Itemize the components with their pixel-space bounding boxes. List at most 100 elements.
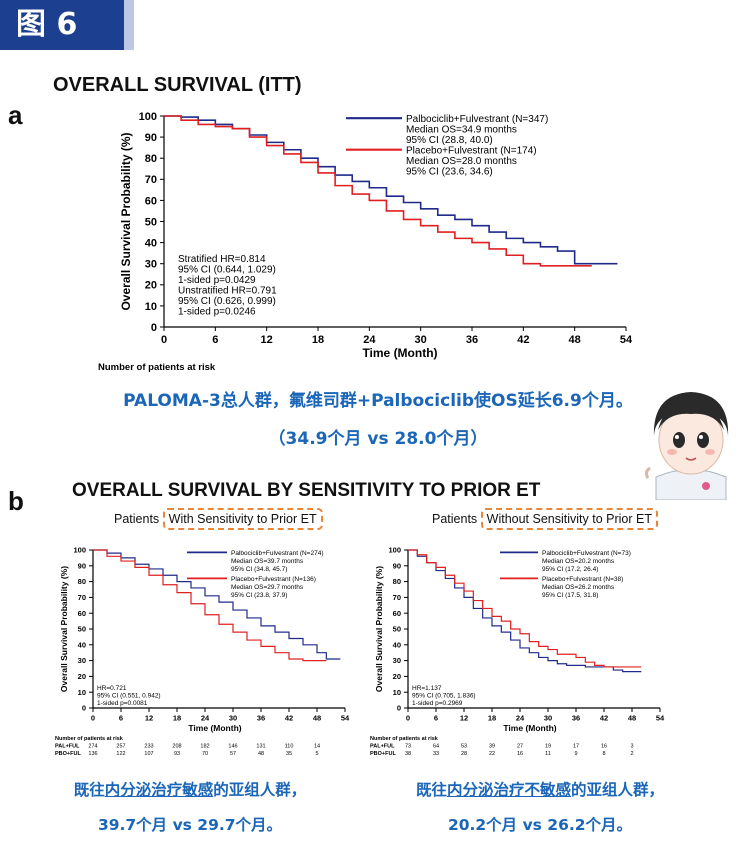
legend-text: Palbociclib+Fulvestrant (N=274) — [231, 550, 324, 557]
y-tick-label: 30 — [393, 656, 401, 665]
x-tick-label: 0 — [91, 714, 95, 723]
risk-row-value: 136 — [88, 751, 97, 757]
risk-row-value: 16 — [517, 751, 523, 757]
risk-row-value: 53 — [461, 744, 467, 750]
risk-row-value: 73 — [405, 744, 411, 750]
risk-row-value: 93 — [174, 751, 180, 757]
x-tick-label: 36 — [466, 334, 478, 346]
x-tick-label: 42 — [600, 714, 608, 723]
risk-row-value: 11 — [545, 751, 551, 757]
x-tick-label: 42 — [517, 334, 529, 346]
risk-row-value: 274 — [88, 744, 97, 750]
y-tick-label: 80 — [145, 153, 157, 165]
section-a-caption-line2: （34.9个月 vs 28.0个月） — [268, 429, 488, 449]
risk-row-value: 208 — [172, 744, 181, 750]
right-caption-line2: 20.2个月 vs 26.2个月。 — [447, 816, 633, 834]
y-tick-label: 0 — [82, 704, 86, 713]
y-tick-label: 70 — [393, 593, 401, 602]
risk-row-label: PAL+FUL — [55, 744, 80, 750]
series-line-placebo — [408, 549, 642, 668]
y-tick-label: 10 — [145, 301, 157, 313]
hazard-ratio-text: 1-sided p=0.0081 — [97, 700, 148, 707]
risk-row-value: 5 — [315, 751, 318, 757]
x-tick-label: 6 — [119, 714, 123, 723]
y-tick-label: 100 — [388, 546, 401, 555]
left-caption-part3: 的亚组人群， — [213, 781, 307, 799]
risk-row-value: 22 — [489, 751, 495, 757]
hazard-ratio-text: Stratified HR=0.814 — [178, 254, 266, 265]
left-caption-line1: 既往内分泌治疗敏感的亚组人群， — [20, 778, 360, 800]
risk-table-label: Number of patients at risk — [55, 736, 124, 742]
x-tick-label: 54 — [341, 714, 350, 723]
hazard-ratio-text: HR=0.721 — [97, 685, 127, 692]
risk-row-value: 146 — [228, 744, 237, 750]
y-tick-label: 80 — [78, 577, 86, 586]
y-tick-label: 90 — [393, 561, 401, 570]
x-axis-label: Time (Month) — [503, 723, 556, 733]
y-tick-label: 20 — [393, 672, 401, 681]
panel-letter-a: a — [8, 100, 23, 130]
y-tick-label: 0 — [397, 704, 401, 713]
risk-row-value: 110 — [285, 744, 294, 750]
x-tick-label: 18 — [312, 334, 324, 346]
x-tick-label: 0 — [161, 334, 167, 346]
risk-row-label: PBO+FUL — [370, 751, 396, 757]
y-tick-label: 100 — [73, 546, 86, 555]
chart-overall-survival-itt: 0 10 20 30 40 50 60 70 80 90 100 0 6 12 18 24 30 36 42 48 54… — [98, 111, 633, 372]
legend-text: Median OS=39.7 months — [231, 558, 304, 565]
y-tick-label: 10 — [393, 688, 401, 697]
risk-row-value: 122 — [116, 751, 125, 757]
x-tick-label: 12 — [261, 334, 273, 346]
y-tick-label: 90 — [78, 561, 86, 570]
y-tick-label: 40 — [78, 640, 86, 649]
y-tick-label: 50 — [78, 625, 86, 634]
risk-row-value: 107 — [144, 751, 153, 757]
legend-text: 95% CI (34.8, 45.7) — [231, 566, 287, 573]
y-tick-label: 60 — [78, 609, 86, 618]
x-tick-label: 24 — [363, 334, 376, 346]
risk-row-value: 39 — [489, 744, 495, 750]
risk-row-value: 16 — [601, 744, 607, 750]
hazard-ratio-text: 95% CI (0.705, 1.836) — [412, 693, 476, 700]
legend-text: Median OS=34.9 months — [406, 125, 517, 136]
y-tick-label: 30 — [78, 656, 86, 665]
left-subtitle: Patients With Sensitivity to Prior ET — [114, 508, 323, 530]
legend-text: Median OS=20.2 months — [542, 558, 615, 565]
right-caption-underlined: 内分泌治疗不敏感 — [446, 781, 571, 799]
doctor-cartoon-avatar — [644, 392, 729, 500]
panel-letter-b: b — [8, 486, 24, 516]
x-tick-label: 36 — [572, 714, 580, 723]
y-tick-label: 50 — [145, 216, 157, 228]
risk-row-value: 35 — [286, 751, 292, 757]
x-tick-label: 30 — [415, 334, 427, 346]
x-tick-label: 12 — [460, 714, 468, 723]
section-b-title: OVERALL SURVIVAL BY SENSITIVITY TO PRIOR… — [72, 480, 541, 501]
legend-text: Palbociclib+Fulvestrant (N=73) — [542, 550, 631, 557]
hazard-ratio-text: 95% CI (0.644, 1.029) — [178, 265, 276, 276]
x-tick-label: 18 — [173, 714, 181, 723]
x-axis-label: Time (Month) — [188, 723, 241, 733]
risk-table-label: Number of patients at risk — [98, 362, 216, 372]
x-tick-label: 6 — [434, 714, 438, 723]
y-tick-label: 30 — [145, 259, 157, 271]
series-line-palbociclib — [93, 549, 341, 660]
right-caption-part3: 的亚组人群， — [571, 781, 665, 799]
risk-row-value: 233 — [144, 744, 153, 750]
y-tick-label: 70 — [78, 593, 86, 602]
risk-row-value: 3 — [630, 744, 633, 750]
x-tick-label: 24 — [201, 714, 210, 723]
risk-row-value: 8 — [602, 751, 605, 757]
y-tick-label: 20 — [145, 280, 157, 292]
left-caption-underlined: 内分泌治疗敏感 — [104, 781, 214, 799]
x-tick-label: 18 — [488, 714, 496, 723]
x-tick-label: 0 — [406, 714, 410, 723]
risk-row-value: 19 — [545, 744, 551, 750]
x-axis-label: Time (Month) — [362, 346, 437, 360]
legend-text: Palbociclib+Fulvestrant (N=347) — [406, 114, 548, 125]
risk-row-value: 64 — [433, 744, 439, 750]
section-a-caption-line1: PALOMA-3总人群，氟维司群+Palbociclib使OS延长6.9个月。 — [123, 391, 633, 411]
y-tick-label: 90 — [145, 132, 157, 144]
legend-text: Median OS=26.2 months — [542, 584, 615, 591]
